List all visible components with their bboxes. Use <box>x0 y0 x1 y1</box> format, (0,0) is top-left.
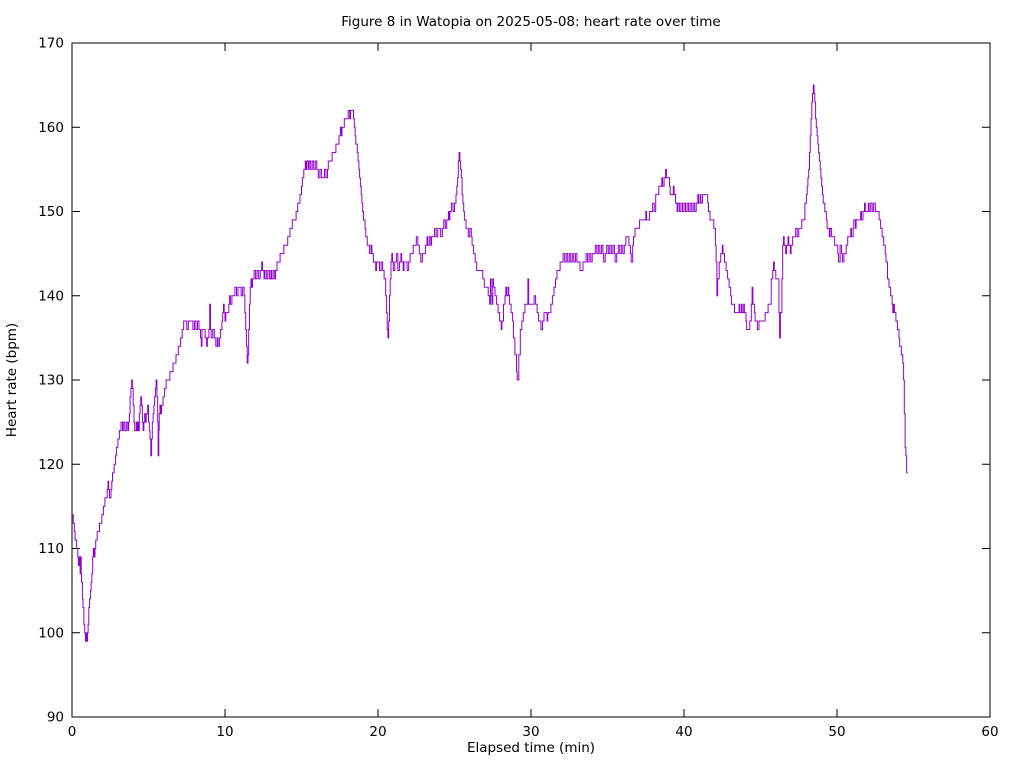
x-tick-label: 50 <box>828 724 845 740</box>
axis-tick-labels: 0 10 20 30 40 50 60 90 100 110 120 130 140 150 160 170 <box>38 36 998 741</box>
y-axis-label: Heart rate (bpm) <box>4 323 20 437</box>
x-tick-label: 30 <box>522 724 539 740</box>
x-tick-label: 10 <box>216 724 233 740</box>
x-tick-label: 20 <box>369 724 386 740</box>
y-tick-label: 120 <box>38 457 64 473</box>
y-tick-label: 150 <box>38 204 64 220</box>
x-axis-label: Elapsed time (min) <box>467 740 595 756</box>
y-tick-label: 140 <box>38 288 64 304</box>
y-tick-label: 170 <box>38 36 64 52</box>
x-tick-label: 60 <box>981 724 998 740</box>
x-tick-label: 40 <box>675 724 692 740</box>
axis-ticks <box>71 42 991 718</box>
heart-rate-series-line <box>72 84 908 642</box>
y-tick-label: 90 <box>47 710 64 726</box>
plot-frame <box>71 42 991 718</box>
chart-title: Figure 8 in Watopia on 2025-05-08: heart… <box>341 14 720 30</box>
x-tick-label: 0 <box>68 724 77 740</box>
y-tick-label: 110 <box>38 541 64 557</box>
y-tick-label: 100 <box>38 625 64 641</box>
plot-border <box>71 42 991 718</box>
y-tick-label: 160 <box>38 120 64 136</box>
y-tick-label: 130 <box>38 373 64 389</box>
